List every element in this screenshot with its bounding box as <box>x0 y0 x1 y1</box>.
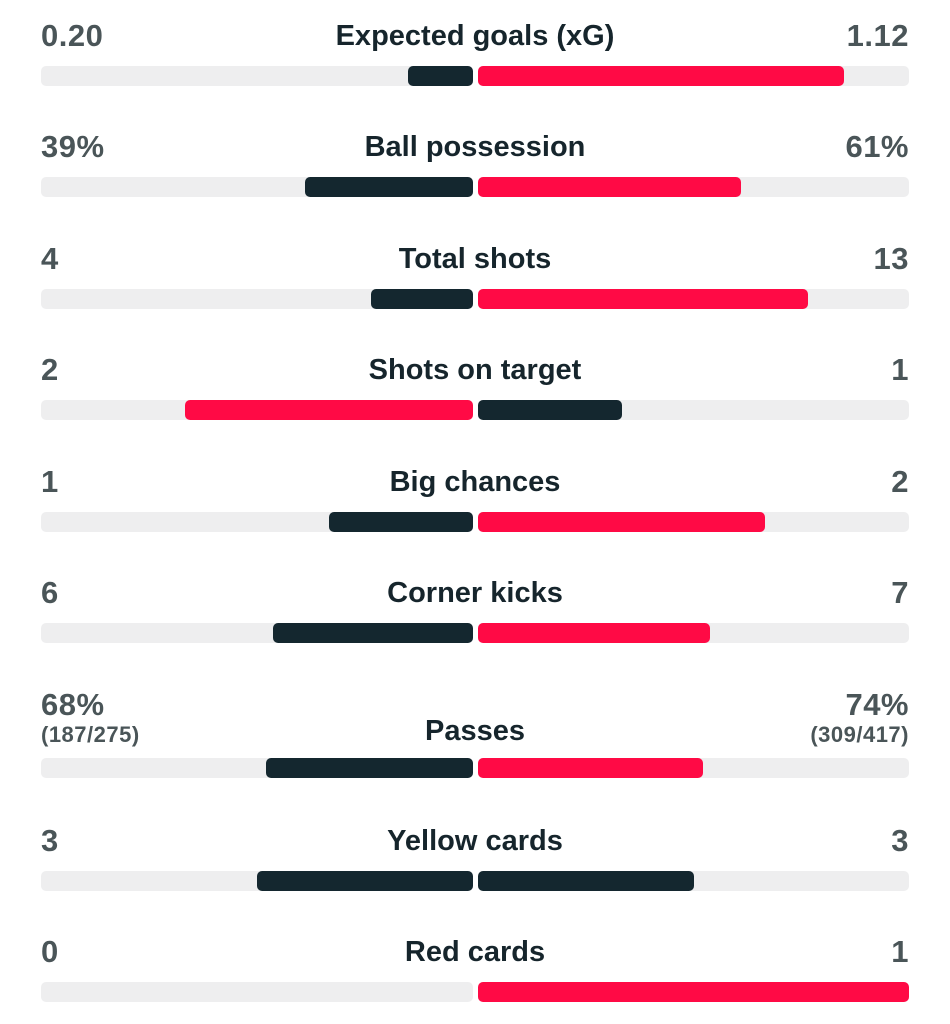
away-bar-track <box>478 512 909 532</box>
away-bar-track <box>478 177 909 197</box>
away-value: 61% <box>845 129 909 164</box>
away-value: 1 <box>891 934 909 969</box>
home-value: 0.20 <box>41 18 104 53</box>
stat-row-shots-on-target: 2 Shots on target 1 <box>0 334 950 434</box>
stat-label: Ball possession <box>364 131 586 163</box>
stat-row-yellow-cards: 3 Yellow cards 3 <box>0 805 950 905</box>
stat-row-red-cards: 0 Red cards 1 <box>0 916 950 1016</box>
away-value: 2 <box>891 464 909 499</box>
away-bar-fill <box>478 871 694 891</box>
away-bar-track <box>478 289 909 309</box>
away-bar-track <box>478 66 909 86</box>
away-value: 3 <box>891 823 909 858</box>
stat-label: Shots on target <box>368 354 582 386</box>
away-bar-fill <box>478 400 622 420</box>
home-bar-fill <box>408 66 473 86</box>
away-value: 1 <box>891 352 909 387</box>
away-value: 13 <box>873 241 909 276</box>
away-bar-fill <box>478 512 766 532</box>
home-bar-track <box>41 289 473 309</box>
home-bar-fill <box>273 623 473 643</box>
stat-label: Yellow cards <box>387 825 563 857</box>
stat-label: Big chances <box>389 466 561 498</box>
home-bar-track <box>41 871 473 891</box>
home-value: 4 <box>41 241 59 276</box>
away-subvalue: (309/417) <box>810 722 909 747</box>
stat-row-expected-goals-xg: 0.20 Expected goals (xG) 1.12 <box>0 0 950 100</box>
stat-row-ball-possession: 39% Ball possession 61% <box>0 111 950 211</box>
home-bar-fill <box>257 871 473 891</box>
home-bar-track <box>41 177 473 197</box>
home-bar-track <box>41 66 473 86</box>
stat-row-total-shots: 4 Total shots 13 <box>0 223 950 323</box>
away-bar-track <box>478 758 909 778</box>
away-value: 74% <box>845 687 909 722</box>
away-bar-track <box>478 623 909 643</box>
home-value: 2 <box>41 352 59 387</box>
away-bar-track <box>478 400 909 420</box>
home-bar-track <box>41 623 473 643</box>
away-bar-track <box>478 871 909 891</box>
home-bar-track <box>41 982 473 1002</box>
stat-label: Expected goals (xG) <box>335 20 615 52</box>
home-subvalue: (187/275) <box>41 722 140 747</box>
stat-row-big-chances: 1 Big chances 2 <box>0 446 950 546</box>
stat-row-passes: 68% Passes 74% (187/275) (309/417) <box>0 669 950 779</box>
home-value: 68% <box>41 687 105 722</box>
away-bar-fill <box>478 177 741 197</box>
away-bar-fill <box>478 289 808 309</box>
stat-label: Total shots <box>398 243 552 275</box>
stat-label: Corner kicks <box>387 577 563 609</box>
home-value: 1 <box>41 464 59 499</box>
home-bar-fill <box>184 400 473 420</box>
away-bar-fill <box>478 66 845 86</box>
home-value: 0 <box>41 934 59 969</box>
stat-label: Red cards <box>404 936 546 968</box>
home-bar-fill <box>266 758 473 778</box>
away-bar-fill <box>478 623 710 643</box>
home-bar-track <box>41 512 473 532</box>
home-bar-track <box>41 400 473 420</box>
away-value: 1.12 <box>846 18 909 53</box>
home-value: 39% <box>41 129 105 164</box>
home-value: 6 <box>41 575 59 610</box>
away-bar-fill <box>478 758 703 778</box>
home-bar-track <box>41 758 473 778</box>
home-bar-fill <box>304 177 473 197</box>
home-value: 3 <box>41 823 59 858</box>
stat-row-corner-kicks: 6 Corner kicks 7 <box>0 557 950 657</box>
home-bar-fill <box>371 289 473 309</box>
stat-label: Passes <box>425 715 525 747</box>
away-value: 7 <box>891 575 909 610</box>
away-bar-track <box>478 982 909 1002</box>
home-bar-fill <box>329 512 473 532</box>
away-bar-fill <box>478 982 909 1002</box>
